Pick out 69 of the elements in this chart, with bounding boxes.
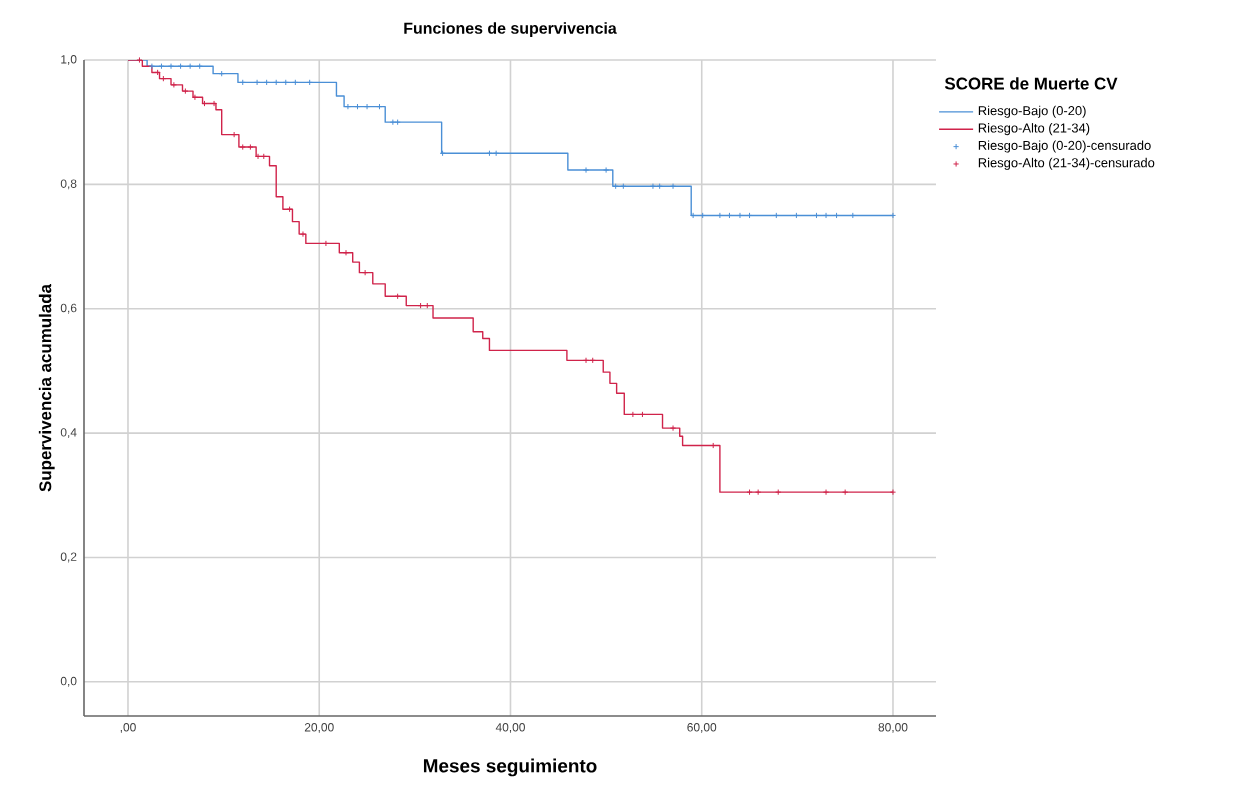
- point: [260, 153, 267, 160]
- x-axis-title: Meses seguimiento: [423, 758, 597, 777]
- y-axis-title: Supervivencia acumulada: [38, 283, 55, 492]
- point: [424, 302, 431, 309]
- point: [167, 63, 175, 70]
- point: [833, 212, 840, 219]
- point: [793, 212, 800, 219]
- point: [322, 240, 330, 247]
- point: [726, 212, 733, 219]
- point: [218, 70, 225, 77]
- point: [136, 56, 143, 64]
- point: [154, 69, 161, 76]
- point: [363, 103, 371, 110]
- point: [263, 79, 270, 86]
- point: [755, 489, 762, 496]
- point: [493, 150, 500, 157]
- point: [273, 79, 280, 86]
- point: [620, 183, 627, 190]
- point: [639, 411, 646, 418]
- point: [299, 231, 307, 238]
- legend-title: SCORE de Muerte CV: [944, 77, 1118, 90]
- point: [699, 212, 706, 219]
- point: [160, 75, 167, 82]
- point: [822, 489, 830, 496]
- point: [247, 143, 254, 151]
- point: [629, 411, 636, 418]
- point: [191, 94, 199, 101]
- point: [362, 269, 369, 276]
- point: [842, 489, 849, 496]
- point: [394, 293, 401, 300]
- point: [231, 131, 238, 138]
- point: [603, 166, 610, 174]
- point: [389, 119, 396, 126]
- point: [773, 212, 780, 219]
- point: [342, 249, 350, 256]
- point: [417, 302, 424, 309]
- point: [775, 489, 782, 496]
- point: [344, 103, 352, 110]
- point: [187, 63, 194, 70]
- point: [582, 357, 590, 364]
- point: [582, 166, 590, 174]
- point: [394, 119, 401, 126]
- point: [612, 183, 619, 190]
- point: [669, 183, 677, 190]
- point: [649, 183, 657, 190]
- point: [253, 79, 261, 86]
- point: [746, 489, 753, 496]
- point: [282, 79, 289, 86]
- point: [849, 212, 856, 219]
- point: [669, 425, 677, 432]
- point: [746, 212, 753, 219]
- point: [239, 79, 246, 86]
- point: [182, 87, 189, 95]
- point: [254, 153, 262, 160]
- point: [486, 150, 493, 157]
- point: [177, 63, 184, 70]
- point: [292, 79, 299, 86]
- point: [148, 63, 155, 70]
- point: [306, 79, 313, 86]
- point: [716, 212, 723, 219]
- point: [656, 183, 663, 190]
- point: [158, 63, 165, 70]
- point: [286, 206, 293, 213]
- point: [170, 81, 177, 88]
- point: [589, 357, 596, 364]
- point: [239, 143, 246, 151]
- point: [196, 63, 203, 70]
- point: [439, 150, 446, 157]
- point: [690, 212, 697, 219]
